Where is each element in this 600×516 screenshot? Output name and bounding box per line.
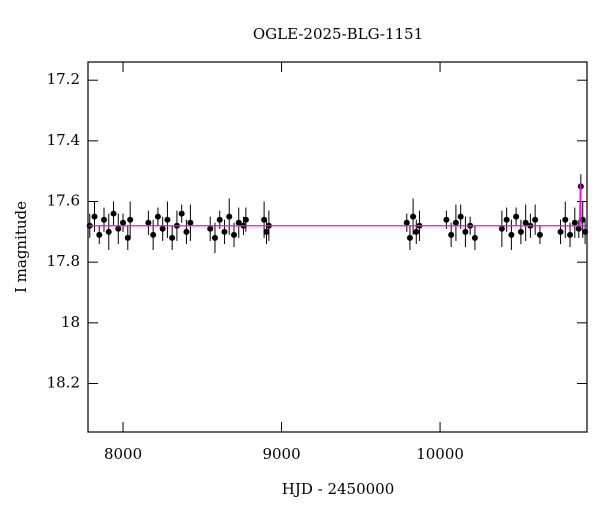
data-point: [187, 219, 194, 226]
y-tick-label: 18: [61, 313, 80, 331]
data-point: [406, 234, 413, 241]
data-point: [127, 216, 134, 223]
data-point: [503, 216, 510, 223]
data-point: [575, 225, 582, 232]
data-point: [169, 234, 176, 241]
data-point: [522, 219, 529, 226]
y-tick-label: 17.4: [47, 131, 80, 149]
data-point: [159, 225, 166, 232]
data-point: [443, 216, 450, 223]
y-tick-label: 18.2: [47, 373, 80, 391]
y-tick-label: 17.6: [47, 192, 80, 210]
data-point: [115, 225, 122, 232]
data-point: [235, 219, 242, 226]
data-point: [178, 210, 185, 217]
x-axis-label: HJD - 2450000: [282, 480, 395, 498]
data-point: [96, 231, 103, 238]
data-point: [567, 231, 574, 238]
y-axis-label: I magnitude: [12, 201, 30, 293]
data-point: [562, 216, 569, 223]
data-point: [150, 231, 157, 238]
x-tick-label: 10000: [416, 445, 464, 463]
data-point: [557, 228, 564, 235]
data-point: [105, 228, 112, 235]
data-point: [462, 228, 469, 235]
data-point: [263, 228, 270, 235]
data-point: [164, 216, 171, 223]
y-tick-label: 17.2: [47, 70, 80, 88]
data-point: [261, 216, 268, 223]
data-point: [221, 228, 228, 235]
data-point: [120, 219, 127, 226]
data-point: [513, 213, 520, 220]
y-tick-label: 17.8: [47, 252, 80, 270]
plot-frame: [87, 61, 588, 433]
data-point: [403, 219, 410, 226]
data-point: [413, 228, 420, 235]
data-point: [410, 213, 417, 220]
data-point: [154, 213, 161, 220]
chart-title: OGLE-2025-BLG-1151: [253, 25, 423, 43]
data-point: [571, 219, 578, 226]
data-point: [230, 231, 237, 238]
data-point: [242, 216, 249, 223]
data-point: [101, 216, 108, 223]
data-point: [536, 231, 543, 238]
data-point: [498, 225, 505, 232]
x-tick-label: 8000: [104, 445, 142, 463]
data-point: [145, 219, 152, 226]
data-point: [508, 231, 515, 238]
data-point: [216, 216, 223, 223]
data-point: [517, 228, 524, 235]
x-tick-label: 9000: [262, 445, 300, 463]
data-point: [207, 225, 214, 232]
model-line: [88, 183, 587, 227]
data-point: [448, 231, 455, 238]
data-point: [457, 213, 464, 220]
data-point: [124, 234, 131, 241]
data-point: [471, 234, 478, 241]
data-point: [183, 228, 190, 235]
data-point: [211, 234, 218, 241]
data-point: [91, 213, 98, 220]
data-point: [110, 210, 117, 217]
data-point: [452, 219, 459, 226]
data-point: [226, 213, 233, 220]
data-point: [532, 216, 539, 223]
